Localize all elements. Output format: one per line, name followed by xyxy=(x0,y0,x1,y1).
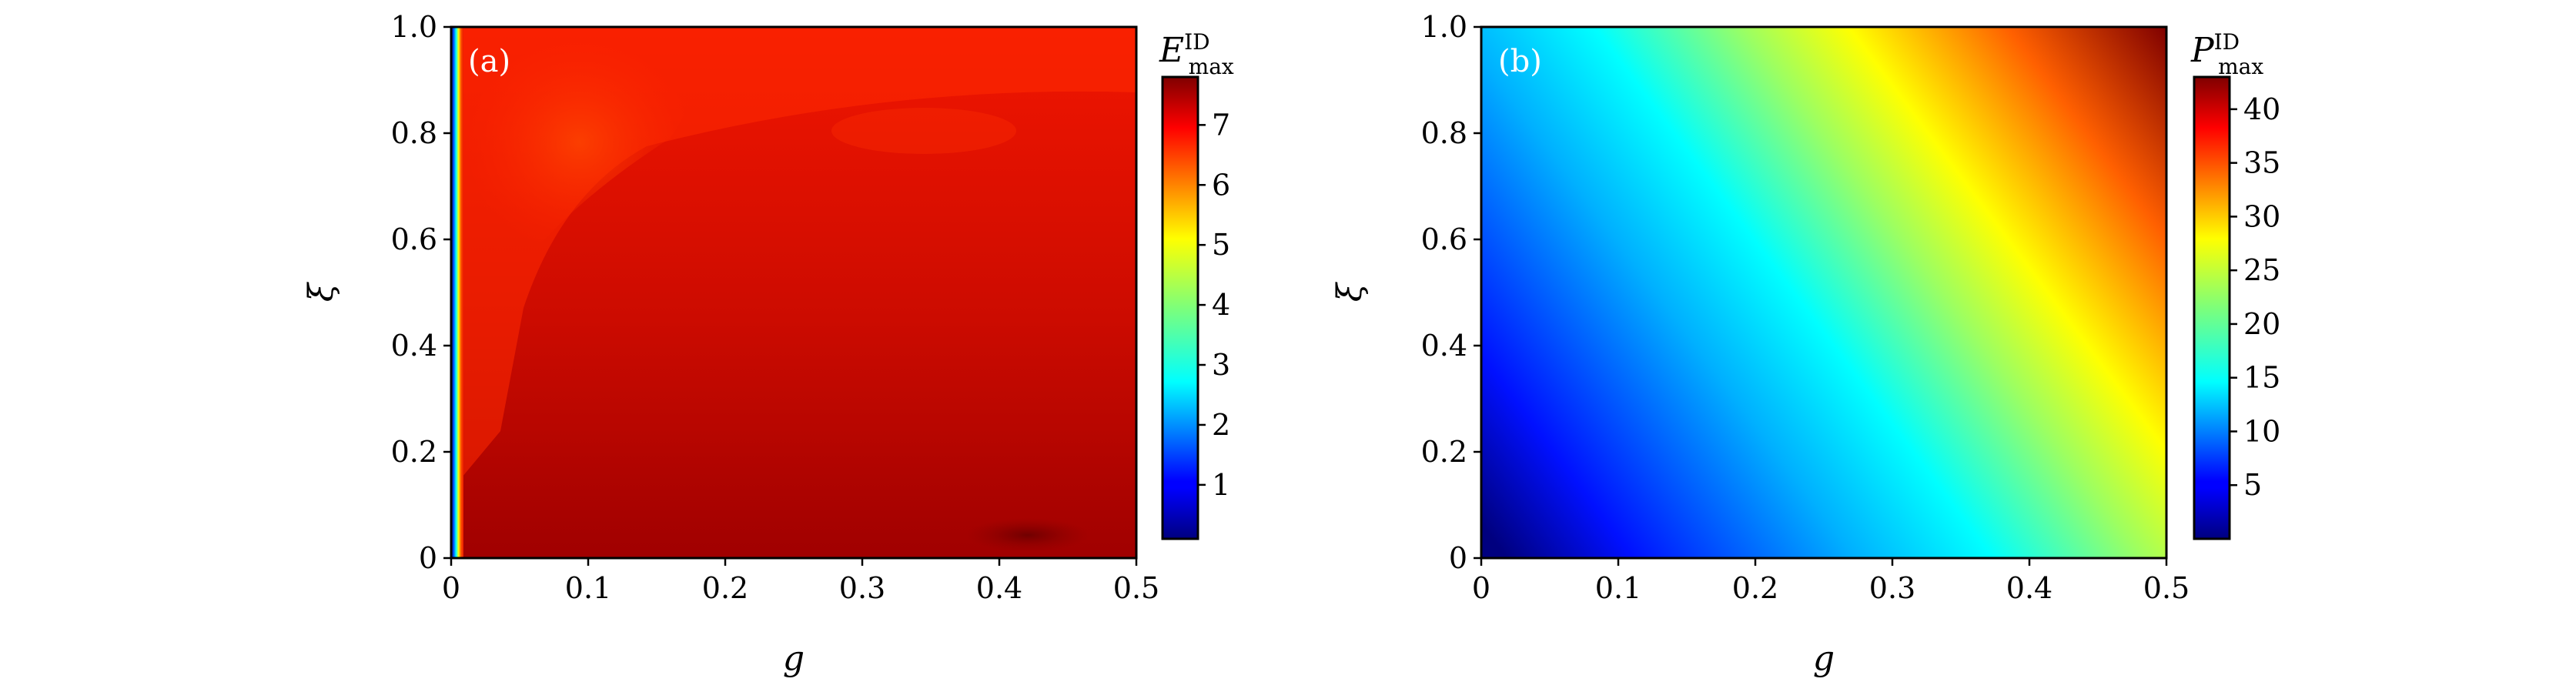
y-tick-label: 0 xyxy=(419,541,437,575)
panel-label-a: (a) xyxy=(468,44,510,79)
colorbar-tick-label: 15 xyxy=(2243,361,2280,395)
panel-label-b: (b) xyxy=(1498,44,1542,79)
y-tick-label: 0.4 xyxy=(391,329,437,363)
colorbar-tick-label: 5 xyxy=(1212,228,1230,262)
x-tick-label: 0.5 xyxy=(1113,571,1159,605)
panel-a: (a) 0 0.1 0.2 0.3 0.4 0.5 00.20.40.60.81.0 g … xyxy=(302,10,1234,678)
y-tick-label: 0.4 xyxy=(1421,329,1467,363)
colorbar-tick-label: 3 xyxy=(1212,348,1230,382)
x-tick-label: 0.4 xyxy=(976,571,1022,605)
y-tick-label: 0 xyxy=(1449,541,1467,575)
colorbar-label-b: PID max xyxy=(2190,29,2263,79)
panel-b: (b) 0 0.1 0.2 0.3 0.4 0.5 00.20.40.60.81.0 g … xyxy=(1330,10,2280,678)
y-tick-label: 0.8 xyxy=(1421,116,1467,150)
colorbar-tick-label: 1 xyxy=(1212,468,1230,502)
heatmap-b xyxy=(1481,27,2166,558)
colorbar-tick-label: 25 xyxy=(2243,253,2280,287)
colorbar-tick-label: 4 xyxy=(1212,288,1230,322)
y-tick-label: 0.2 xyxy=(1421,435,1467,469)
y-tick-label: 0.6 xyxy=(391,222,437,256)
colorbar-a xyxy=(1161,75,1199,540)
x-axis-label-a: g xyxy=(783,639,805,678)
y-axis-label-b: ξ xyxy=(1330,281,1370,302)
colorbar-tick-label: 6 xyxy=(1212,168,1230,202)
y-tick-label: 0.8 xyxy=(391,116,437,150)
y-tick-label: 0.6 xyxy=(1421,222,1467,256)
y-tick-label: 1.0 xyxy=(391,10,437,44)
colorbar-tick-label: 35 xyxy=(2243,146,2280,180)
colorbar-tick-label: 7 xyxy=(1212,108,1230,142)
x-tick-label: 0.2 xyxy=(1732,571,1778,605)
colorbar-tick-label: 2 xyxy=(1212,408,1230,442)
x-tick-label: 0 xyxy=(442,571,460,605)
y-tick-label: 0.2 xyxy=(391,435,437,469)
colorbar-tick-label: 10 xyxy=(2243,414,2280,448)
x-tick-label: 0.3 xyxy=(1869,571,1915,605)
x-axis-label-b: g xyxy=(1813,639,1835,678)
colorbar-b xyxy=(2193,75,2231,540)
colorbar-tick-label: 40 xyxy=(2243,92,2280,126)
x-tick-label: 0.3 xyxy=(839,571,885,605)
colorbar-tick-label: 5 xyxy=(2243,468,2262,502)
x-tick-label: 0.1 xyxy=(565,571,611,605)
heatmap-a xyxy=(451,27,1136,558)
colorbar-label-a: EID max xyxy=(1159,29,1234,79)
y-tick-label: 1.0 xyxy=(1421,10,1467,44)
x-tick-label: 0.5 xyxy=(2143,571,2190,605)
x-tick-label: 0 xyxy=(1472,571,1490,605)
y-axis-label-a: ξ xyxy=(302,281,341,302)
x-tick-label: 0.1 xyxy=(1595,571,1641,605)
colorbar-tick-label: 20 xyxy=(2243,307,2280,341)
x-tick-label: 0.4 xyxy=(2006,571,2052,605)
colorbar-tick-label: 30 xyxy=(2243,199,2280,233)
x-tick-label: 0.2 xyxy=(702,571,748,605)
